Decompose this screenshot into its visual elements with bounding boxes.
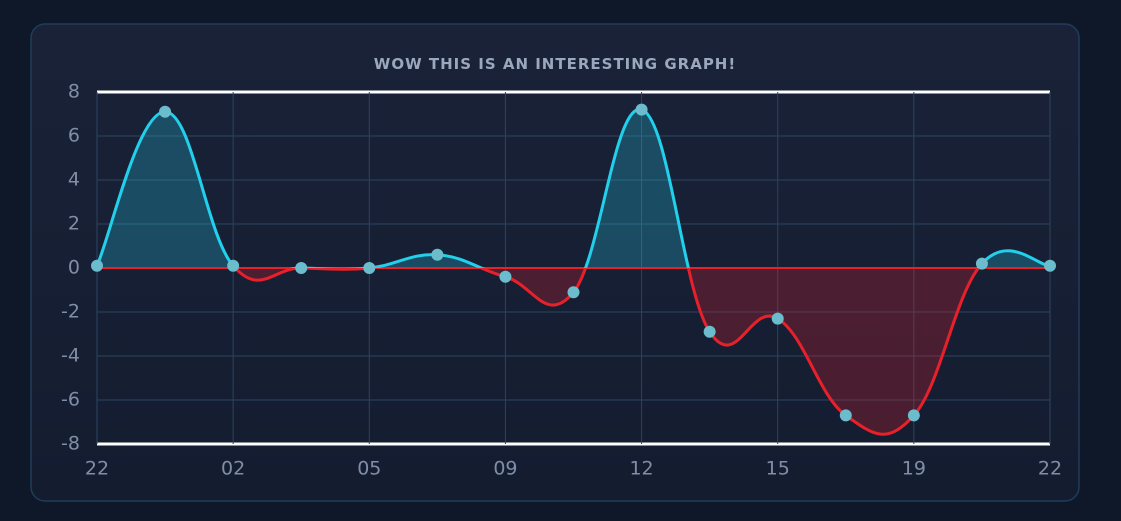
y-tick-label: -6 bbox=[61, 389, 80, 411]
x-tick-label: 02 bbox=[221, 458, 245, 480]
x-tick-label: 22 bbox=[1038, 458, 1062, 480]
card bbox=[30, 23, 1080, 502]
x-tick-label: 12 bbox=[629, 458, 653, 480]
y-tick-label: -4 bbox=[61, 345, 80, 367]
y-tick-label: 4 bbox=[68, 169, 80, 191]
marker bbox=[499, 270, 512, 283]
marker bbox=[91, 259, 103, 272]
x-tick-label: 22 bbox=[85, 458, 109, 480]
marker bbox=[1044, 259, 1056, 272]
marker bbox=[567, 286, 580, 299]
marker bbox=[363, 262, 376, 274]
area bbox=[97, 109, 1050, 435]
y-tick-label: 2 bbox=[68, 213, 80, 235]
y-tick-label: -2 bbox=[61, 301, 80, 323]
marker bbox=[771, 312, 784, 325]
y-tick-label: -8 bbox=[61, 433, 80, 455]
marker bbox=[295, 262, 308, 274]
y-tick-label: 6 bbox=[68, 125, 80, 147]
marker bbox=[431, 248, 444, 261]
marker bbox=[907, 409, 920, 422]
marker bbox=[159, 105, 172, 118]
x-tick-label: 19 bbox=[902, 458, 926, 480]
x-tick-label: 05 bbox=[357, 458, 381, 480]
y-tick-label: 8 bbox=[68, 81, 80, 103]
marker bbox=[635, 103, 648, 116]
marker bbox=[839, 409, 852, 422]
x-tick-label: 09 bbox=[493, 458, 517, 480]
y-tick-label: 0 bbox=[68, 257, 80, 279]
marker bbox=[703, 325, 716, 338]
x-tick-label: 15 bbox=[766, 458, 790, 480]
marker bbox=[227, 259, 240, 272]
marker bbox=[975, 257, 988, 270]
chart-title: WOW THIS IS AN INTERESTING GRAPH! bbox=[374, 55, 736, 73]
